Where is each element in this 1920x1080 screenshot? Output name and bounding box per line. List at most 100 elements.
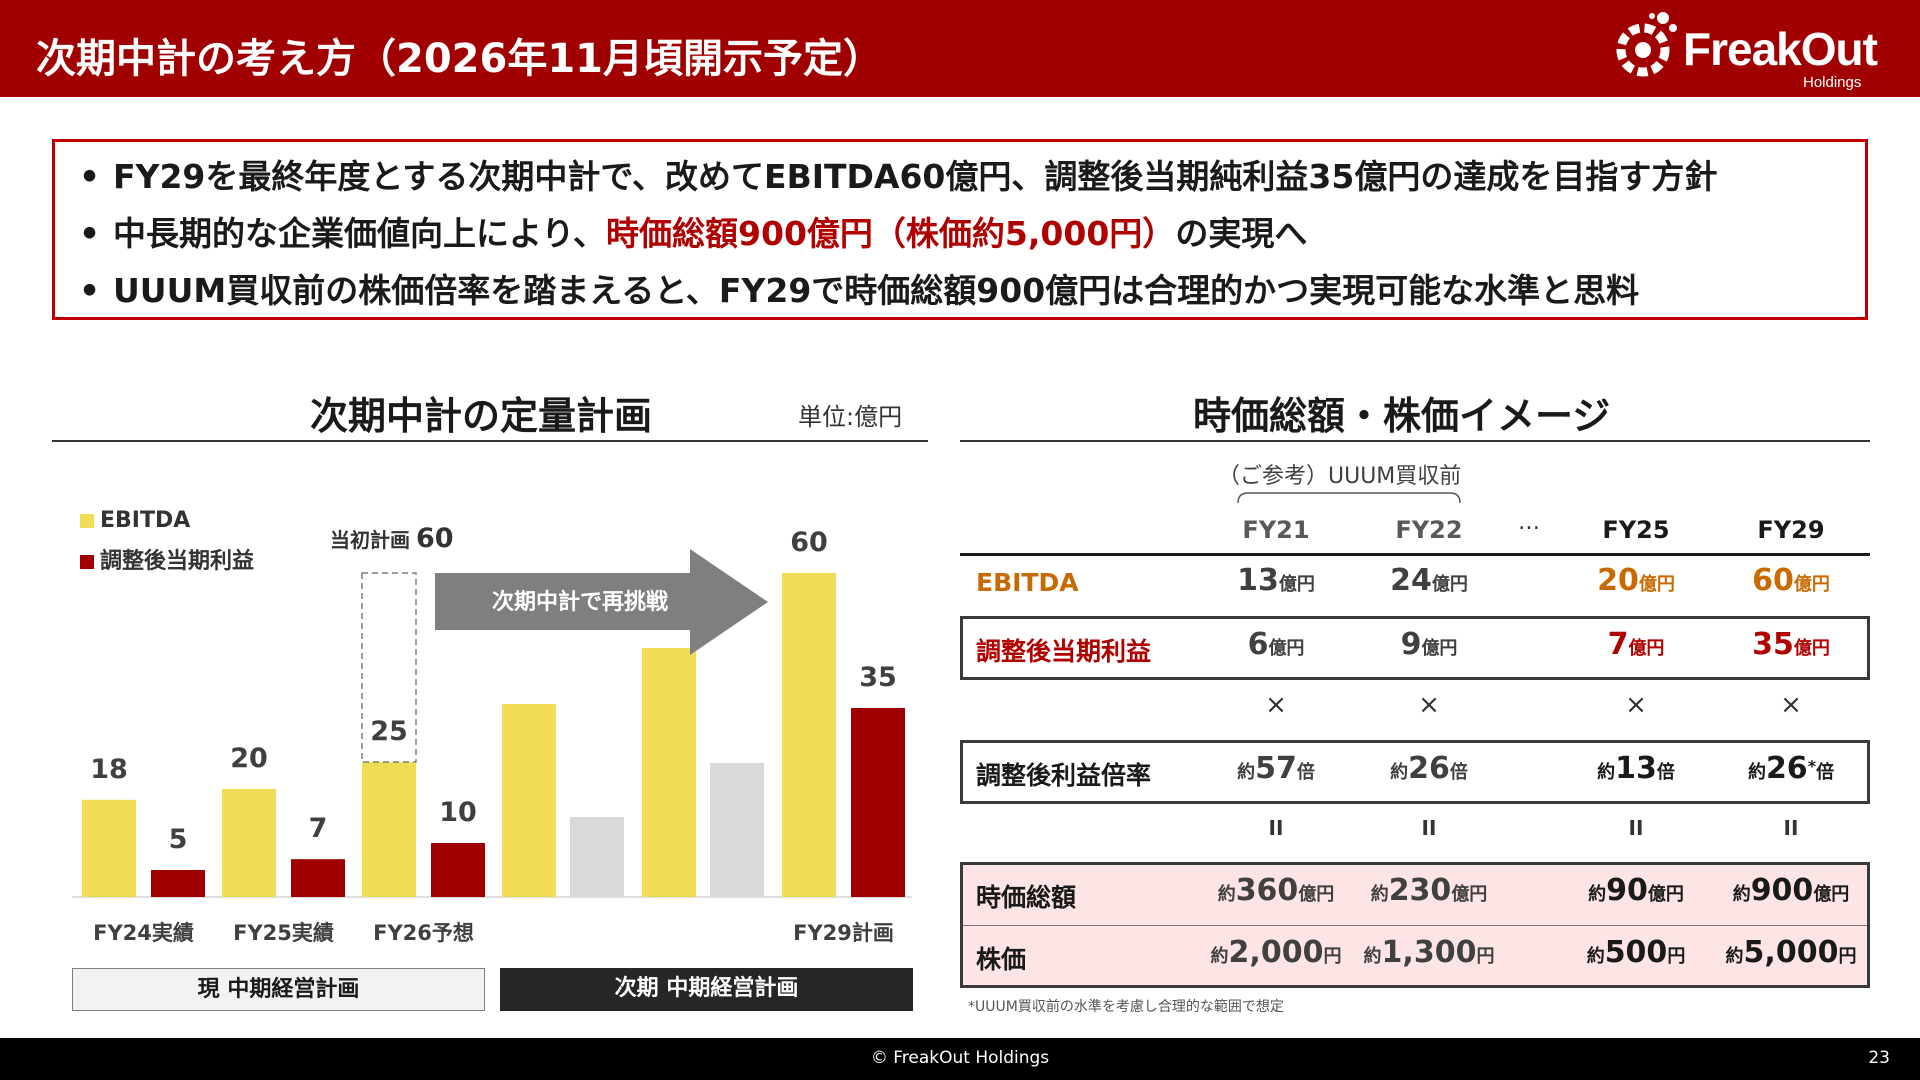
equals-symbol: II: [1628, 816, 1644, 840]
data-label: 18: [90, 754, 128, 785]
bullet: •: [79, 214, 101, 253]
bar-ebitda: [362, 762, 416, 897]
data-label: 60: [790, 527, 828, 558]
ellipsis: …: [1518, 510, 1540, 535]
data-label: 5: [169, 824, 188, 855]
table-header-rule: [960, 553, 1870, 556]
legend-label: 調整後当期利益: [100, 549, 255, 574]
page-number: 23: [1868, 1048, 1890, 1068]
bar-ebitda: [82, 799, 136, 897]
logo-mark-icon: [1616, 12, 1677, 77]
footer-bar: © FreakOut Holdings 23: [0, 1038, 1920, 1080]
category-label: FY25実績: [233, 921, 334, 945]
equals-symbol: II: [1783, 816, 1799, 840]
row-label-multiple: 調整後利益倍率: [976, 761, 1152, 790]
cell-share-price-fy29: 約5,000円: [1725, 935, 1857, 970]
left-section-title: 次期中計の定量計画: [310, 394, 653, 438]
col-head-fy29: FY29: [1757, 516, 1825, 544]
col-head-fy22: FY22: [1395, 516, 1463, 544]
data-label: 25: [370, 716, 408, 747]
right-section-rule: [960, 440, 1870, 442]
cell-market-cap-fy29: 約900億円: [1732, 873, 1850, 908]
legend-label: EBITDA: [100, 508, 191, 533]
bar-ebitda: [222, 789, 276, 897]
cell-share-price-fy22: 約1,300円: [1363, 935, 1495, 970]
reference-brace: [1237, 492, 1461, 504]
message-text: UUUM買収前の株価倍率を踏まえると、FY29で時価総額900億円は合理的かつ実…: [113, 271, 1640, 310]
col-head-fy25: FY25: [1602, 516, 1670, 544]
header-bar: 次期中計の考え方（2026年11月頃開示予定） FreakOut Holding…: [0, 0, 1920, 97]
times-symbol: ×: [1265, 690, 1287, 720]
right-section-title: 時価総額・株価イメージ: [1193, 394, 1611, 438]
cell-market-cap-fy22: 約230億円: [1370, 873, 1488, 908]
category-label: FY24実績: [93, 921, 194, 945]
cell-profit-fy25: 7億円: [1607, 627, 1665, 662]
unit-label: 単位:億円: [798, 403, 903, 431]
message-line-3: • UUUM買収前の株価倍率を踏まえると、FY29で時価総額900億円は合理的かつ…: [79, 264, 1639, 312]
placeholder-bar-1: [502, 704, 556, 897]
initial-plan-label: 当初計画 60: [330, 523, 454, 554]
reference-caption: （ご参考）UUUM買収前: [1218, 464, 1462, 489]
category-label: FY26予想: [373, 921, 474, 945]
initial-plan-text: 当初計画: [330, 528, 410, 552]
data-label: 20: [230, 743, 268, 774]
cell-share-price-fy21: 約2,000円: [1210, 935, 1342, 970]
cell-profit-fy22: 9億円: [1400, 627, 1458, 662]
bar-profit: [291, 859, 345, 897]
row-label-share-price: 株価: [976, 945, 1027, 974]
placeholder-bar-4: [710, 763, 764, 897]
cell-market-cap-fy21: 約360億円: [1217, 873, 1335, 908]
cell-ebitda-fy21: 13億円: [1237, 563, 1315, 598]
cell-profit-fy21: 6億円: [1247, 627, 1305, 662]
cell-multiple-fy25: 約13倍: [1597, 751, 1675, 786]
row-label-ebitda: EBITDA: [976, 568, 1079, 597]
legend-swatch-profit: [80, 555, 94, 569]
bar-profit: [431, 843, 485, 897]
times-symbol: ×: [1418, 690, 1440, 720]
message-text: の実現へ: [1175, 214, 1308, 253]
legend-ebitda: EBITDA: [80, 508, 190, 533]
row-label-profit: 調整後当期利益: [976, 637, 1152, 666]
placeholder-bar-3: [642, 648, 696, 897]
cell-market-cap-fy25: 約90億円: [1588, 873, 1684, 908]
cell-multiple-fy21: 約57倍: [1237, 751, 1315, 786]
cell-ebitda-fy22: 24億円: [1390, 563, 1468, 598]
freakout-logo: FreakOut Holdings: [1605, 8, 1885, 92]
multiple-row-box: [960, 740, 1870, 804]
copyright: © FreakOut Holdings: [870, 1048, 1050, 1068]
message-highlight: 時価総額900億円（株価約5,000円）: [606, 214, 1176, 253]
cell-share-price-fy25: 約500円: [1586, 935, 1686, 970]
page-title: 次期中計の考え方（2026年11月頃開示予定）: [36, 36, 883, 82]
placeholder-bar-2: [570, 817, 624, 897]
col-head-fy21: FY21: [1242, 516, 1310, 544]
logo-name: FreakOut: [1683, 23, 1878, 75]
cell-profit-fy29: 35億円: [1752, 627, 1830, 662]
valuation-divider: [963, 925, 1867, 926]
data-label: 7: [309, 813, 328, 844]
equals-symbol: II: [1421, 816, 1437, 840]
initial-plan-value: 60: [416, 523, 454, 554]
footnote: *UUUM買収前の水準を考慮し合理的な範囲で想定: [968, 999, 1284, 1015]
bullet: •: [79, 271, 101, 310]
key-message-box: • FY29を最終年度とする次期中計で、改めてEBITDA60億円、調整後当期純利…: [52, 139, 1868, 320]
data-label: 10: [439, 797, 477, 828]
category-label: FY29計画: [793, 921, 894, 945]
cell-multiple-fy22: 約26倍: [1390, 751, 1468, 786]
phase-next-plan: 次期 中期経営計画: [500, 968, 913, 1011]
left-section-rule: [52, 440, 928, 442]
times-symbol: ×: [1780, 690, 1802, 720]
message-text: 中長期的な企業価値向上により、: [113, 214, 607, 253]
equals-symbol: II: [1268, 816, 1284, 840]
message-line-1: • FY29を最終年度とする次期中計で、改めてEBITDA60億円、調整後当期純利…: [79, 150, 1717, 198]
bullet: •: [79, 157, 101, 196]
arrow-label: 次期中計で再挑戦: [492, 589, 669, 615]
times-symbol: ×: [1625, 690, 1647, 720]
legend-swatch-ebitda: [80, 514, 94, 528]
cell-ebitda-fy25: 20億円: [1597, 563, 1675, 598]
message-line-2: • 中長期的な企業価値向上により、時価総額900億円（株価約5,000円）の実現へ: [79, 207, 1307, 255]
bar-profit: [151, 870, 205, 897]
bar-ebitda: [782, 573, 836, 897]
message-text: FY29を最終年度とする次期中計で、改めてEBITDA60億円、調整後当期純利益…: [113, 157, 1718, 196]
data-label: 35: [859, 662, 897, 693]
